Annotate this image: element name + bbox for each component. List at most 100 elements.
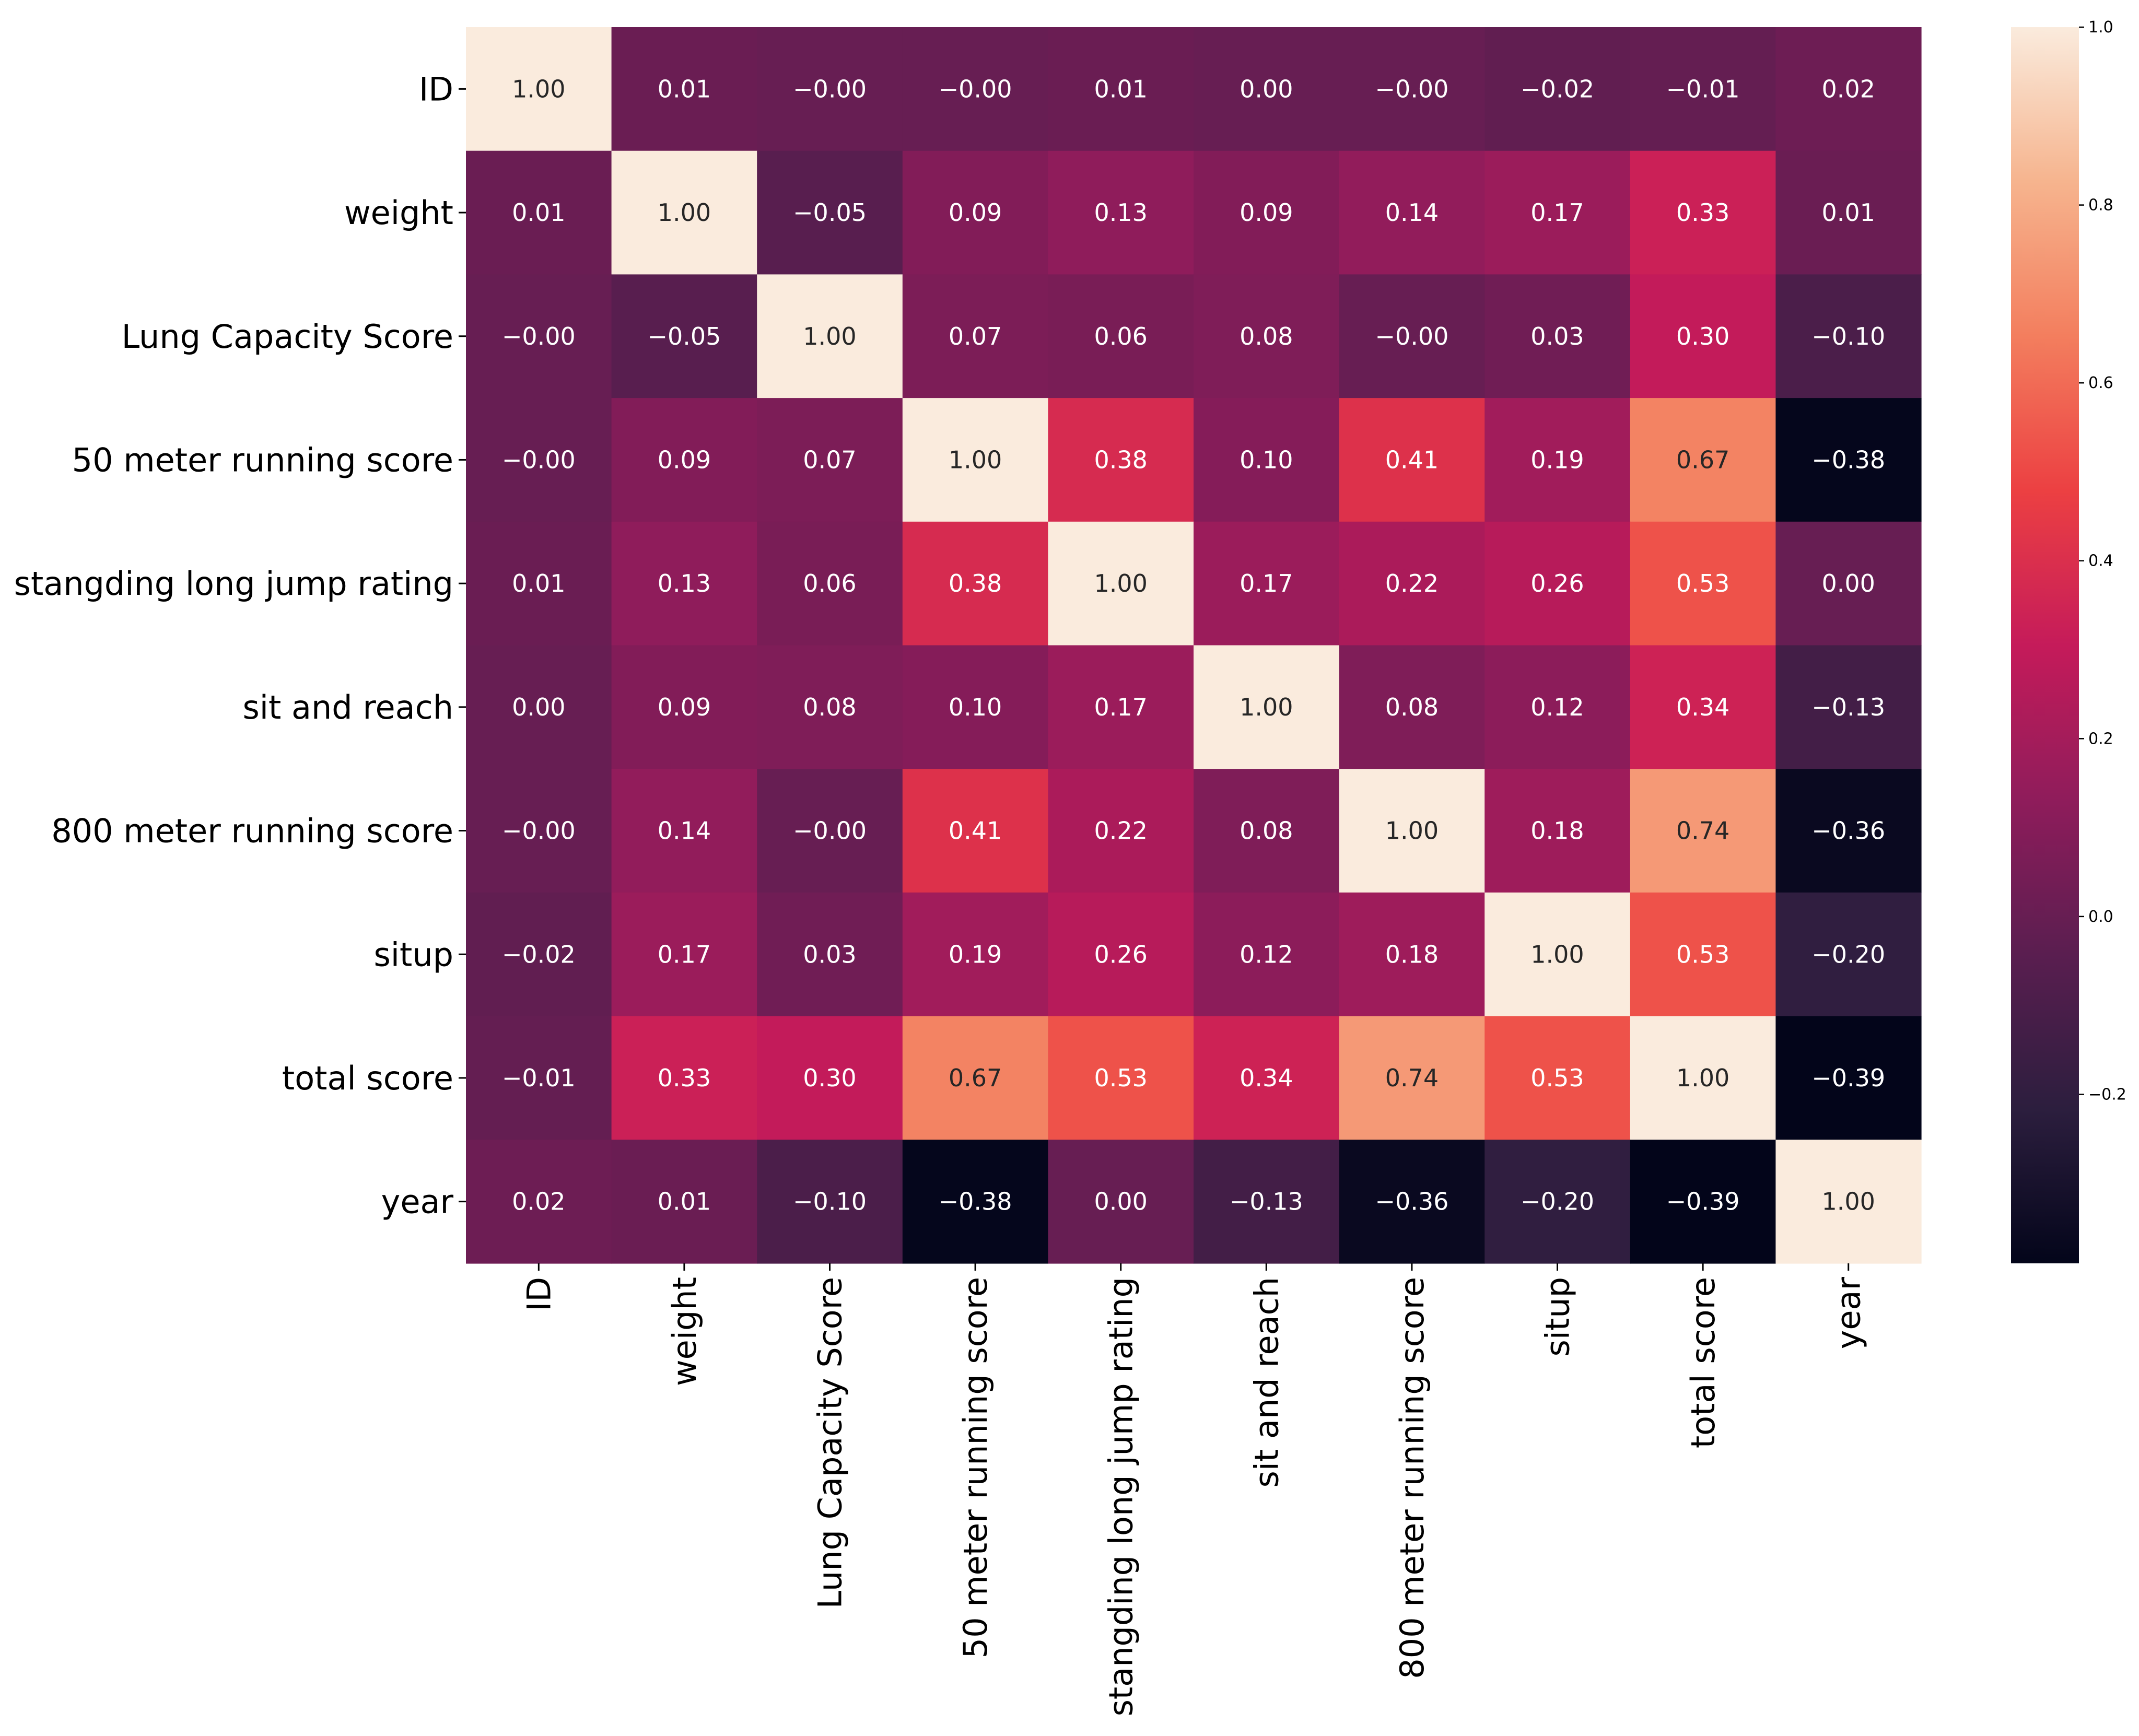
- cell-value-label: 0.01: [658, 1188, 711, 1216]
- heatmap-cell: [611, 274, 757, 398]
- heatmap-cell: [1630, 150, 1776, 275]
- heatmap-cell: [757, 892, 903, 1017]
- heatmap-cell: [1630, 27, 1776, 151]
- heatmap-cell: [1775, 769, 1922, 893]
- cell-value-label: 0.33: [1676, 198, 1729, 227]
- cell-value-label: 0.18: [1530, 817, 1584, 845]
- colorbar: 1.0 0.8 0.6 0.4 0.2 0.0 −0.2: [2011, 18, 2126, 1263]
- heatmap-cell: [1048, 769, 1194, 893]
- cell-value-label: 0.17: [1094, 693, 1147, 721]
- heatmap-cell: [1485, 1016, 1631, 1140]
- cell-value-label: 0.09: [949, 198, 1002, 227]
- cell-value-label: 0.17: [658, 940, 711, 968]
- x-tick-label: 50 meter running score: [956, 1277, 995, 1658]
- heatmap-cell: [1339, 645, 1485, 769]
- y-tick-label: stangding long jump rating: [14, 565, 453, 603]
- heatmap-cell: [1339, 274, 1485, 398]
- heatmap-cell: [757, 150, 903, 275]
- cell-value-label: 0.02: [512, 1188, 565, 1216]
- heatmap-cell: [1485, 1140, 1631, 1264]
- cell-value-label: 0.09: [1240, 198, 1293, 227]
- heatmap-cell: [757, 1016, 903, 1140]
- colorbar-tick-label: 0.6: [2088, 374, 2113, 392]
- heatmap-cell: [1485, 892, 1631, 1017]
- y-tick-label: weight: [344, 194, 453, 232]
- cell-value-label: 1.00: [1530, 940, 1584, 968]
- y-tick-label: sit and reach: [242, 688, 453, 726]
- cell-value-label: 0.53: [1530, 1064, 1584, 1092]
- heatmap-cell: [1339, 150, 1485, 275]
- x-axis-tick-labels: ID weight Lung Capacity Score 50 meter runn…: [520, 1263, 1868, 1716]
- heatmap-cell: [1048, 27, 1194, 151]
- heatmap-cell: [902, 645, 1048, 769]
- heatmap-cell: [1775, 892, 1922, 1017]
- heatmap-cell: [757, 398, 903, 522]
- cell-value-label: 0.08: [1240, 322, 1293, 350]
- cell-value-label: 0.74: [1676, 817, 1729, 845]
- x-tick-label: year: [1830, 1276, 1868, 1349]
- cell-value-label: −0.02: [502, 940, 576, 968]
- cell-value-label: 0.09: [658, 693, 711, 721]
- cell-value-label: −0.20: [1811, 940, 1885, 968]
- heatmap-cell: [611, 398, 757, 522]
- cell-value-label: 1.00: [1676, 1064, 1729, 1092]
- cell-value-label: 0.09: [658, 445, 711, 474]
- heatmap-cell: [757, 1140, 903, 1264]
- heatmap-cell: [466, 521, 612, 646]
- cell-value-label: −0.38: [939, 1188, 1012, 1216]
- y-tick-label: 50 meter running score: [72, 441, 453, 479]
- cell-value-label: 0.18: [1385, 940, 1439, 968]
- heatmap-cell: [1775, 1140, 1922, 1264]
- heatmap-cell: [1485, 150, 1631, 275]
- cell-value-label: 0.13: [1094, 198, 1147, 227]
- cell-value-label: 0.53: [1094, 1064, 1147, 1092]
- heatmap-cell: [466, 27, 612, 151]
- cell-value-label: 0.01: [1821, 198, 1875, 227]
- heatmap-cell: [1775, 150, 1922, 275]
- heatmap-cell: [466, 769, 612, 893]
- heatmap-cell: [757, 27, 903, 151]
- heatmap-cell: [1339, 27, 1485, 151]
- cell-value-label: 0.08: [803, 693, 856, 721]
- heatmap-cell: [1194, 1140, 1340, 1264]
- cell-value-label: −0.00: [502, 817, 576, 845]
- y-tick-label: situp: [374, 935, 454, 973]
- heatmap-cell: [1194, 1016, 1340, 1140]
- heatmap-cell: [1339, 521, 1485, 646]
- x-tick-label: situp: [1539, 1277, 1577, 1357]
- cell-value-label: −0.13: [1811, 693, 1885, 721]
- cell-value-label: −0.05: [793, 198, 867, 227]
- cell-value-label: 0.00: [1240, 75, 1293, 103]
- cell-value-label: 0.38: [949, 569, 1002, 597]
- heatmap-cell: [1339, 769, 1485, 893]
- y-tick-label: 800 meter running score: [51, 812, 453, 850]
- cell-value-label: −0.00: [1375, 75, 1448, 103]
- cell-value-label: 0.41: [949, 817, 1002, 845]
- cell-value-label: 0.08: [1240, 817, 1293, 845]
- x-tick-label: sit and reach: [1247, 1277, 1285, 1488]
- cell-value-label: −0.01: [502, 1064, 576, 1092]
- cell-value-label: 1.00: [949, 445, 1002, 474]
- cell-value-label: −0.00: [502, 322, 576, 350]
- heatmap-cell: [1775, 1016, 1922, 1140]
- x-tick-label: Lung Capacity Score: [811, 1277, 849, 1609]
- cell-value-label: 0.34: [1240, 1064, 1293, 1092]
- cell-value-label: 0.07: [949, 322, 1002, 350]
- heatmap-cells: 1.00 0.01 −0.00 −0.00 0.01 0.00 −0.00 −0.02 −0.0…: [466, 27, 1922, 1264]
- heatmap-cell: [611, 521, 757, 646]
- heatmap-cell: [1630, 1016, 1776, 1140]
- heatmap-cell: [1630, 398, 1776, 522]
- cell-value-label: 0.03: [1530, 322, 1584, 350]
- cell-value-label: 0.02: [1821, 75, 1875, 103]
- cell-value-label: 0.01: [512, 198, 565, 227]
- cell-value-label: −0.36: [1811, 817, 1885, 845]
- cell-value-label: 0.53: [1676, 569, 1729, 597]
- heatmap-cell: [1485, 274, 1631, 398]
- cell-value-label: 0.07: [803, 445, 856, 474]
- cell-value-label: −0.02: [1521, 75, 1594, 103]
- x-tick-label: 800 meter running score: [1393, 1277, 1431, 1679]
- heatmap-cell: [902, 769, 1048, 893]
- heatmap-cell: [1630, 274, 1776, 398]
- colorbar-tick-label: 0.4: [2088, 552, 2113, 570]
- heatmap-cell: [1485, 769, 1631, 893]
